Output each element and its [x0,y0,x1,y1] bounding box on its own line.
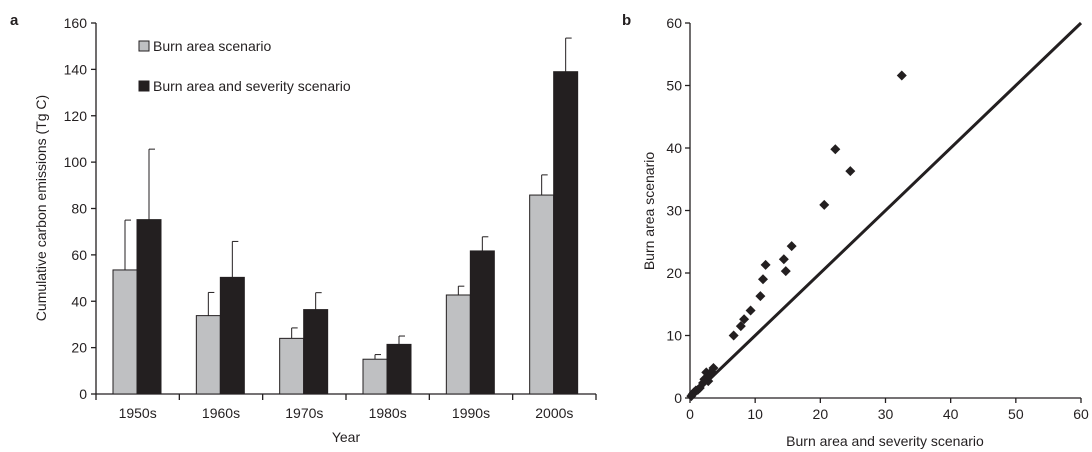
scatter-point [896,70,907,81]
scatter-point [778,254,789,265]
x-tick-label: 40 [943,406,959,422]
bar-burn-area-severity [469,250,495,395]
scatter-point [735,321,746,332]
y-tick-label: 0 [674,390,682,406]
panel-b-x-ticks: 0 10 20 30 40 50 60 [686,398,1089,422]
y-tick-label: 140 [64,61,88,77]
x-tick-label: 1970s [285,405,323,421]
x-tick-label: 60 [1073,406,1089,422]
scatter-point [728,330,739,341]
scatter-point [845,166,856,177]
scatter-point [757,274,768,285]
y-tick-label: 120 [64,108,88,124]
bar-burn-area [195,315,221,395]
x-tick-label: 1960s [202,405,240,421]
panel-b-y-axis-title: Burn area scenario [641,152,657,271]
panel-b-x-axis-title: Burn area and severity scenario [786,433,984,449]
y-tick-label: 0 [79,386,87,402]
scatter-point [819,199,830,210]
scatter-point [745,305,756,316]
y-tick-label: 20 [666,265,682,281]
y-tick-label: 40 [71,293,87,309]
panel-b-y-ticks: 0 10 20 30 40 50 60 [666,15,690,406]
y-tick-label: 100 [64,154,88,170]
x-tick-label: 2000s [535,405,573,421]
y-tick-label: 60 [666,15,682,31]
y-tick-label: 50 [666,78,682,94]
y-tick-label: 160 [64,15,88,31]
panel-b-label: b [622,12,631,29]
panel-a-label: a [10,12,19,29]
panel-a-x-axis-title: Year [332,429,361,445]
x-tick-label: 30 [878,406,894,422]
scatter-point [780,266,791,277]
x-tick-label: 1980s [369,405,407,421]
x-tick-label: 10 [747,406,763,422]
y-tick-label: 20 [71,340,87,356]
x-tick-label: 20 [813,406,829,422]
bar-burn-area-severity [553,71,579,395]
bar-burn-area [529,194,555,395]
panel-a-x-ticks: 1950s 1960s 1970s 1980s 1990s 2000s [95,394,597,421]
legend-swatch-burn-area-severity [138,80,150,92]
panel-a-bars [112,71,579,395]
panel-b-points [686,70,907,402]
scatter-point [755,291,766,302]
bar-burn-area [279,337,305,395]
bar-burn-area-severity [303,309,329,395]
x-tick-label: 1990s [452,405,490,421]
x-tick-label: 0 [686,406,694,422]
scatter-point [760,259,771,270]
legend-label-burn-area: Burn area scenario [153,38,272,54]
scatter-point [830,144,841,155]
legend-label-burn-area-severity: Burn area and severity scenario [153,78,351,94]
bar-burn-area-severity [136,219,162,395]
x-tick-label: 50 [1008,406,1024,422]
panel-b: b 0 10 20 30 40 50 60 0 10 20 30 40 50 60 Burn area … [622,12,1089,449]
bar-burn-area [445,294,471,395]
bar-burn-area-severity [386,343,412,395]
panel-a-error-bars [124,37,572,360]
one-to-one-line [688,21,1083,400]
scatter-point [786,241,797,252]
panel-a-y-ticks: 0 20 40 60 80 100 120 140 160 [64,15,96,402]
y-tick-label: 30 [666,203,682,219]
y-tick-label: 40 [666,140,682,156]
scatter-point [708,363,719,373]
y-tick-label: 10 [666,328,682,344]
legend-swatch-burn-area [138,40,150,52]
y-tick-label: 80 [71,201,87,217]
scatter-point [739,314,750,325]
y-tick-label: 60 [71,247,87,263]
bar-burn-area-severity [219,276,245,395]
bar-burn-area [362,358,388,395]
panel-a-y-axis-title: Cumulative carbon emissions (Tg C) [33,95,49,321]
panel-a-legend: Burn area scenario Burn area and severit… [138,38,351,94]
bar-burn-area [112,269,138,395]
x-tick-label: 1950s [119,405,157,421]
